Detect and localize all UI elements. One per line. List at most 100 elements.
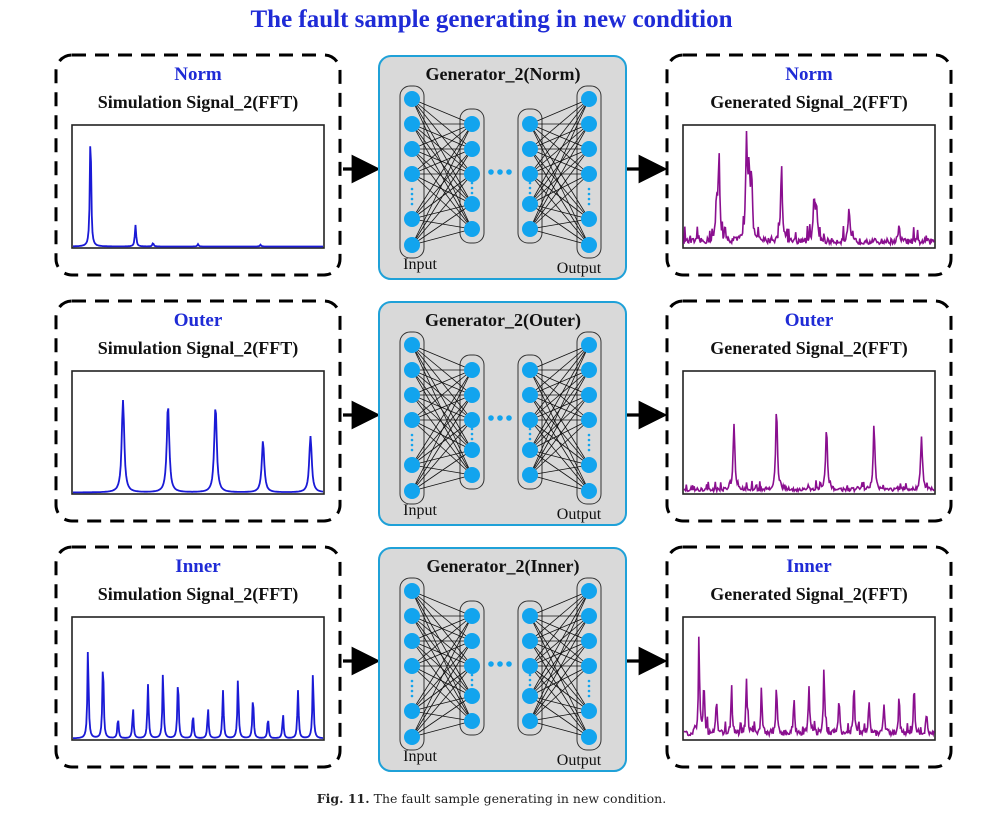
ellipsis-dot <box>410 679 414 683</box>
input-node <box>404 729 420 745</box>
gen-plot-frame <box>682 616 936 741</box>
input-node <box>404 703 420 719</box>
ellipsis-dot <box>470 432 474 436</box>
output-node <box>581 211 597 227</box>
ellipsis-dot <box>410 443 414 447</box>
gen-spectrum-line <box>683 130 935 247</box>
ellipsis-dot <box>587 192 591 196</box>
ellipsis-dot <box>410 192 414 196</box>
ellipsis-dot <box>470 427 474 431</box>
input-layer-frame <box>399 85 425 259</box>
output-label: Output <box>557 752 602 769</box>
caption-text: The fault sample generating in new condi… <box>373 791 667 806</box>
ellipsis-dot <box>410 448 414 452</box>
hidden-node <box>464 688 480 704</box>
hidden-node <box>522 442 538 458</box>
input-node <box>404 116 420 132</box>
output-node <box>581 116 597 132</box>
sim-plot-frame <box>71 616 325 741</box>
sim-condition-label: Outer <box>174 310 223 331</box>
output-node <box>581 457 597 473</box>
ellipsis-dot <box>410 438 414 442</box>
input-label: Input <box>403 748 437 765</box>
ellipsis-dot <box>528 181 532 185</box>
output-layer-frame <box>576 331 602 505</box>
input-node <box>404 457 420 473</box>
gen-spectrum-line <box>683 413 935 495</box>
ellipsis-dot <box>470 437 474 441</box>
generator-title: Generator_2(Norm) <box>426 64 581 85</box>
hidden-node <box>464 467 480 483</box>
layer-ellipsis-dot <box>488 169 494 175</box>
layer-ellipsis-dot <box>506 169 512 175</box>
output-node <box>581 91 597 107</box>
hidden-node <box>464 387 480 403</box>
output-node <box>581 583 597 599</box>
input-node <box>404 211 420 227</box>
hidden-node <box>522 688 538 704</box>
hidden-node <box>464 166 480 182</box>
input-layer-frame <box>399 331 425 505</box>
network-connections <box>411 590 590 738</box>
caption-label: Fig. 11. <box>316 791 370 806</box>
hidden-node <box>464 412 480 428</box>
hidden-layer-frame <box>517 354 543 490</box>
sim-condition-label: Norm <box>174 64 222 85</box>
gen-signal-title: Generated Signal_2(FFT) <box>710 92 907 113</box>
sim-signal-title: Simulation Signal_2(FFT) <box>98 338 299 359</box>
hidden-node <box>522 658 538 674</box>
hidden-node <box>522 412 538 428</box>
sim-spectrum-line <box>73 146 323 248</box>
layer-ellipsis-dot <box>506 415 512 421</box>
generator-title: Generator_2(Inner) <box>427 556 580 577</box>
ellipsis-dot <box>470 678 474 682</box>
sim-plot-frame <box>71 124 325 249</box>
output-node <box>581 387 597 403</box>
ellipsis-dot <box>410 684 414 688</box>
sim-signal-title: Simulation Signal_2(FFT) <box>98 92 299 113</box>
gen-panel-border <box>665 299 953 523</box>
input-node <box>404 337 420 353</box>
output-node <box>581 658 597 674</box>
ellipsis-dot <box>587 684 591 688</box>
generator-title: Generator_2(Outer) <box>425 310 581 331</box>
input-node <box>404 658 420 674</box>
ellipsis-dot <box>410 187 414 191</box>
output-node <box>581 337 597 353</box>
output-node <box>581 166 597 182</box>
hidden-node <box>522 608 538 624</box>
hidden-layer-frame <box>459 600 485 736</box>
hidden-node <box>464 442 480 458</box>
sim-spectrum-line <box>73 399 324 494</box>
gen-panel-border <box>665 53 953 277</box>
input-layer-frame <box>399 577 425 751</box>
ellipsis-dot <box>587 689 591 693</box>
hidden-node <box>522 467 538 483</box>
ellipsis-dot <box>587 679 591 683</box>
ellipsis-dot <box>470 673 474 677</box>
hidden-layer-frame <box>517 600 543 736</box>
hidden-layer-frame <box>459 108 485 244</box>
ellipsis-dot <box>587 187 591 191</box>
output-label: Output <box>557 506 602 523</box>
ellipsis-dot <box>587 202 591 206</box>
output-node <box>581 141 597 157</box>
sim-condition-label: Inner <box>175 556 221 577</box>
hidden-node <box>522 141 538 157</box>
hidden-node <box>464 196 480 212</box>
ellipsis-dot <box>528 191 532 195</box>
output-node <box>581 703 597 719</box>
input-node <box>404 583 420 599</box>
hidden-node <box>464 362 480 378</box>
row-norm: Norm Simulation Signal_2(FFT) Generator_2(… <box>54 53 953 280</box>
ellipsis-dot <box>587 433 591 437</box>
gen-condition-label: Norm <box>785 64 833 85</box>
input-node <box>404 141 420 157</box>
hidden-node <box>464 141 480 157</box>
network-connections <box>411 98 590 246</box>
output-label: Output <box>557 260 602 277</box>
input-node <box>404 166 420 182</box>
output-node <box>581 362 597 378</box>
ellipsis-dot <box>410 689 414 693</box>
